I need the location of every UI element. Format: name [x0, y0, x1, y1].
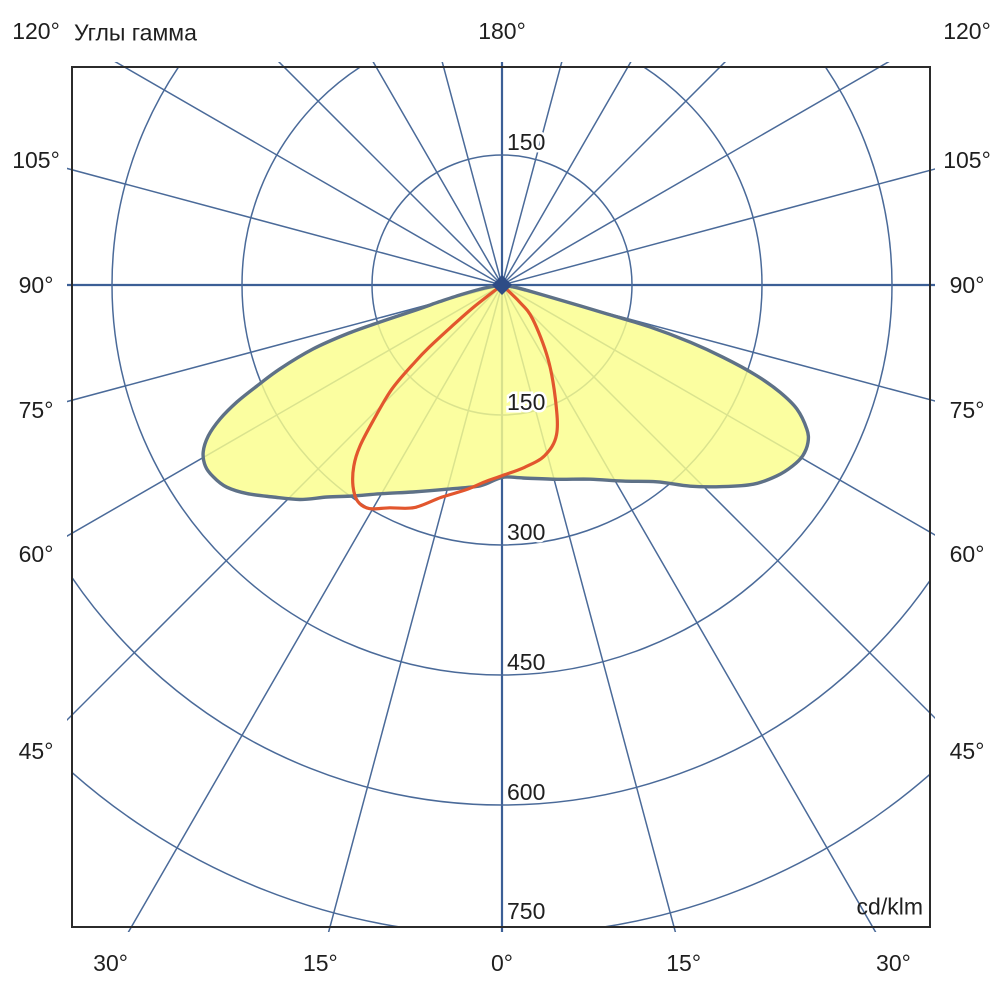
polar-ray — [277, 62, 503, 286]
gamma-label-top-180: 180° — [478, 18, 526, 44]
radial-ring-600 — [72, 575, 930, 806]
polar-ray — [501, 62, 632, 286]
unit-label: cd/klm — [856, 893, 923, 920]
polar-ray — [67, 284, 503, 403]
radial-label-750: 750 — [507, 898, 545, 924]
polar-ray — [67, 167, 503, 286]
polar-ray — [114, 62, 503, 286]
radial-ring-450 — [111, 67, 893, 676]
gamma-label-right-45: 45° — [950, 738, 985, 764]
gamma-label-left-60: 60° — [19, 541, 54, 567]
polar-ray — [501, 62, 563, 286]
gamma-label-right-90: 90° — [950, 272, 985, 298]
gamma-label-left-45: 45° — [19, 738, 54, 764]
polar-ray — [327, 284, 503, 932]
filled-lobe-curve — [201, 283, 811, 502]
polar-ray — [372, 62, 503, 286]
gamma-label-left-90: 90° — [19, 272, 54, 298]
gamma-label-left-105: 105° — [12, 147, 60, 173]
polar-ray — [501, 284, 877, 932]
polar-ray — [501, 284, 677, 932]
gamma-label-bottom--15: 15° — [303, 950, 338, 976]
gamma-label-left-75: 75° — [19, 397, 54, 423]
radial-ring-300 — [241, 67, 763, 546]
gamma-label-right-75: 75° — [950, 397, 985, 423]
gamma-label-bottom-30: 30° — [876, 950, 911, 976]
gamma-label-right-105: 105° — [943, 147, 991, 173]
radial-label-600: 600 — [507, 779, 545, 805]
polar-ray — [501, 62, 727, 286]
radial-label-150: 150 — [507, 389, 545, 415]
gamma-label-bottom-0: 0° — [491, 950, 513, 976]
gamma-label-bottom--30: 30° — [93, 950, 128, 976]
gamma-label-right-120: 120° — [943, 18, 991, 44]
radial-label-300: 300 — [507, 519, 545, 545]
gamma-label-bottom-15: 15° — [666, 950, 701, 976]
radial-label-above-150: 150 — [507, 129, 545, 155]
gamma-label-left-120: 120° — [12, 18, 60, 44]
plot-frame — [71, 66, 931, 928]
polar-ray — [501, 284, 935, 402]
chart-title: Углы гамма — [74, 19, 197, 46]
polar-ray — [501, 168, 935, 286]
narrow-lobe-curve — [351, 283, 559, 511]
center-marker — [492, 275, 512, 295]
gamma-label-right-60: 60° — [950, 541, 985, 567]
polar-ray — [501, 62, 890, 286]
radial-label-450: 450 — [507, 649, 545, 675]
